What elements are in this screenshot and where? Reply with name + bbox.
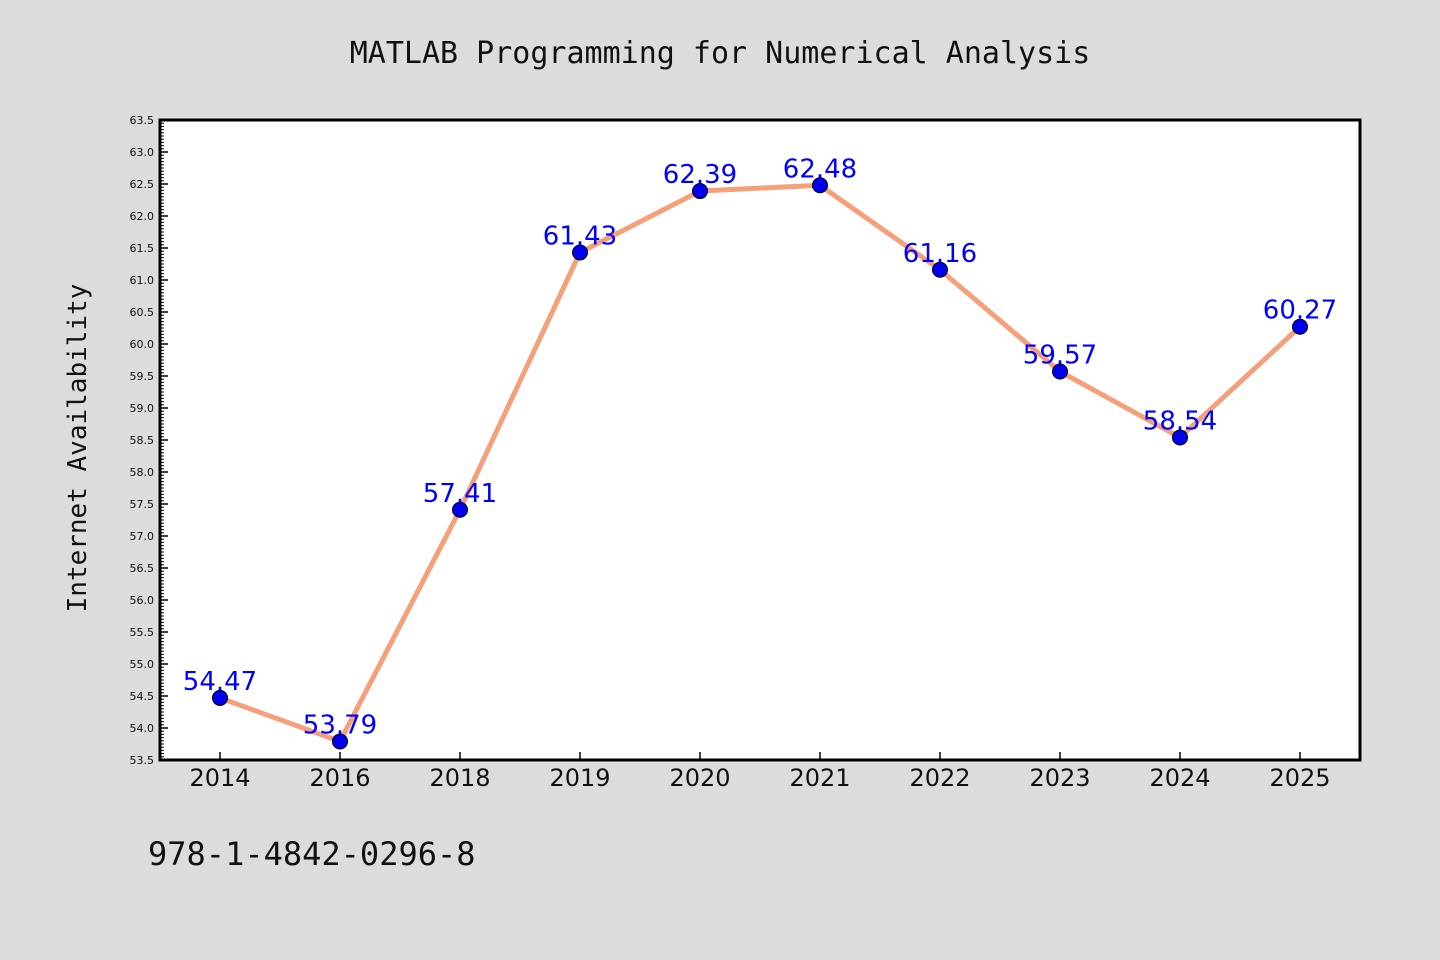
x-tick-label: 2016 [309,764,370,792]
chart-title: MATLAB Programming for Numerical Analysi… [350,36,1091,71]
data-point [452,501,468,518]
data-label: 54.47 [183,667,257,697]
x-axis: 2014 2016 2018 2019 2020 2021 2022 2023 2024 2025 [189,752,1331,792]
series-layer: 54.47 53.79 57.41 61.43 62.39 62.48 61.16 59.57… [183,154,1337,750]
x-tick-label: 2021 [789,764,850,792]
data-point [572,244,588,261]
isbn-footer: 978-1-4842-0296-8 [148,835,476,873]
y-tick-label: 53.5 [130,754,155,767]
data-label: 62.48 [783,154,857,184]
data-label: 59.57 [1023,341,1097,371]
y-tick-label: 61.0 [130,274,155,287]
series-line [217,182,1303,744]
y-tick-label: 57.5 [130,498,155,511]
data-point [1292,318,1308,335]
data-label: 57.41 [423,479,497,509]
data-label: 61.43 [543,221,617,251]
y-tick-label: 55.0 [130,658,155,671]
data-label: 53.79 [303,710,377,740]
y-tick-label: 56.5 [130,562,155,575]
x-tick-label: 2024 [1149,764,1210,792]
x-tick-label: 2023 [1029,764,1090,792]
data-point [932,261,948,278]
x-tick-label: 2014 [189,764,250,792]
y-tick-label: 55.5 [130,626,155,639]
y-tick-label: 62.5 [130,178,155,191]
data-label: 58.54 [1143,406,1217,436]
y-tick-label: 58.5 [130,434,155,447]
y-tick-label: 59.5 [130,370,155,383]
data-label: 61.16 [903,239,977,269]
x-tick-label: 2025 [1269,764,1330,792]
plot-area [158,118,1362,762]
y-axis: 53.5 54.0 54.5 55.0 55.5 56.0 56.5 57.0 57.5 58.0… [130,114,168,767]
y-tick-label: 54.5 [130,690,155,703]
y-axis-label: Internet Availability [63,284,93,613]
data-point [212,689,228,706]
data-label: 62.39 [663,160,737,190]
x-tick-label: 2022 [909,764,970,792]
data-label: 60.27 [1263,296,1337,326]
x-tick-label: 2020 [669,764,730,792]
data-point [1172,429,1188,446]
y-tick-label: 59.0 [130,402,155,415]
y-tick-label: 60.5 [130,306,155,319]
y-tick-label: 61.5 [130,242,155,255]
y-tick-label: 63.5 [130,114,155,127]
data-point [812,177,828,194]
y-tick-label: 56.0 [130,594,155,607]
y-tick-label: 63.0 [130,146,155,159]
x-tick-label: 2019 [549,764,610,792]
y-tick-label: 62.0 [130,210,155,223]
y-tick-label: 54.0 [130,722,155,735]
y-tick-label: 60.0 [130,338,155,351]
data-point [332,733,348,750]
x-tick-label: 2018 [429,764,490,792]
y-tick-label: 57.0 [130,530,155,543]
y-tick-label: 58.0 [130,466,155,479]
data-point [692,183,708,200]
data-point [1052,363,1068,380]
